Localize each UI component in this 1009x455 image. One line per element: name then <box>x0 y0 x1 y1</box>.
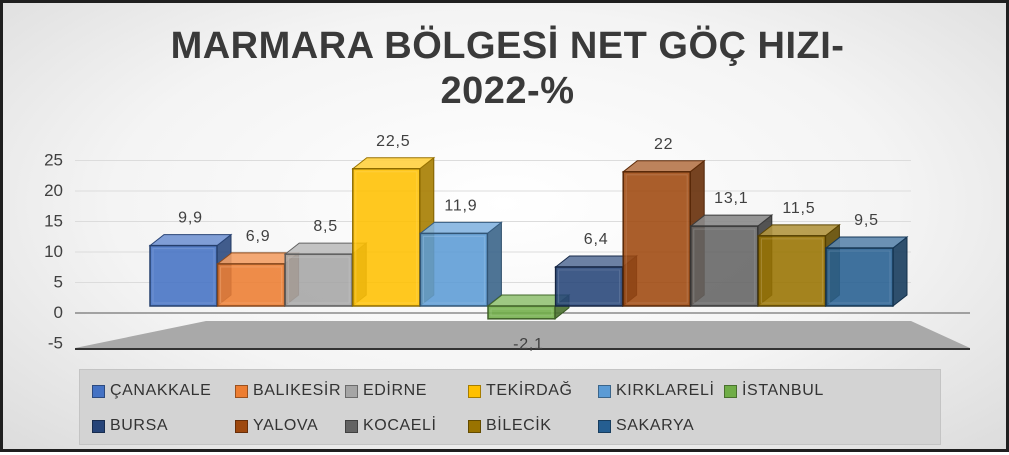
legend-label: SAKARYA <box>616 417 695 434</box>
legend-item: KIRKLARELİ <box>598 380 714 402</box>
legend-swatch <box>598 384 611 398</box>
legend-item: TEKİRDAĞ <box>468 380 573 402</box>
y-tick-label: 0 <box>54 303 63 322</box>
data-label: 6,9 <box>246 228 271 245</box>
legend-label: İSTANBUL <box>742 382 824 399</box>
data-label: 13,1 <box>714 190 748 207</box>
legend-label: EDİRNE <box>363 382 428 399</box>
legend-swatch <box>468 384 481 398</box>
legend-item: BİLECİK <box>468 415 552 437</box>
data-label: 6,4 <box>584 231 609 248</box>
data-label: 9,5 <box>854 212 879 229</box>
legend-item: BALIKESİR <box>235 380 341 402</box>
legend-label: BALIKESİR <box>253 382 342 399</box>
legend-swatch <box>724 384 737 398</box>
y-tick-label: -5 <box>48 334 63 353</box>
chart-bar <box>824 236 909 308</box>
legend-swatch <box>468 419 481 433</box>
y-tick-label: 10 <box>44 242 63 261</box>
data-label: 22,5 <box>376 133 410 150</box>
legend-item: İSTANBUL <box>724 380 824 402</box>
legend-swatch <box>345 419 358 433</box>
legend-swatch <box>92 384 105 398</box>
legend-label: KIRKLARELİ <box>616 382 715 399</box>
legend-item: EDİRNE <box>345 380 427 402</box>
data-label: 22 <box>654 136 673 153</box>
legend-swatch <box>598 419 611 433</box>
data-label: 8,5 <box>313 218 338 235</box>
legend-swatch <box>92 419 105 433</box>
data-label: -2,1 <box>513 336 544 353</box>
chart-title-line-2: 2022-% <box>440 70 575 112</box>
data-label: 11,9 <box>444 197 477 214</box>
y-tick-label: 20 <box>44 181 63 200</box>
legend-label: ÇANAKKALE <box>110 382 212 399</box>
chart-plot: 25 20 15 10 5 0 -5 9,9 6,9 8,5 22,5 11,9 -2,1 6,4 22 13… <box>44 133 970 353</box>
legend-swatch <box>235 419 248 433</box>
legend-label: KOCAELİ <box>363 417 437 434</box>
legend-item: KOCAELİ <box>345 415 437 437</box>
y-tick-label: 25 <box>44 151 63 170</box>
chart-legend: ÇANAKKALE BALIKESİR EDİRNE TEKİRDAĞ KIRKLARE… <box>79 369 941 445</box>
legend-item: YALOVA <box>235 415 318 437</box>
legend-item: SAKARYA <box>598 415 694 437</box>
legend-swatch <box>235 384 248 398</box>
chart-title-line-1: MARMARA BÖLGESİ NET GÖÇ HIZI- <box>170 25 845 67</box>
legend-label: BİLECİK <box>486 417 552 434</box>
legend-label: YALOVA <box>253 417 319 434</box>
data-label: 11,5 <box>782 200 815 217</box>
y-tick-label: 15 <box>44 212 63 231</box>
chart-bar <box>756 223 841 308</box>
legend-item: BURSA <box>92 415 168 437</box>
legend-label: TEKİRDAĞ <box>486 382 573 399</box>
legend-swatch <box>345 384 358 398</box>
chart-floor <box>75 321 970 348</box>
chart-bar <box>418 221 503 308</box>
y-tick-label: 5 <box>54 273 63 292</box>
data-label: 9,9 <box>178 210 203 227</box>
legend-item: ÇANAKKALE <box>92 380 211 402</box>
legend-label: BURSA <box>110 417 169 434</box>
